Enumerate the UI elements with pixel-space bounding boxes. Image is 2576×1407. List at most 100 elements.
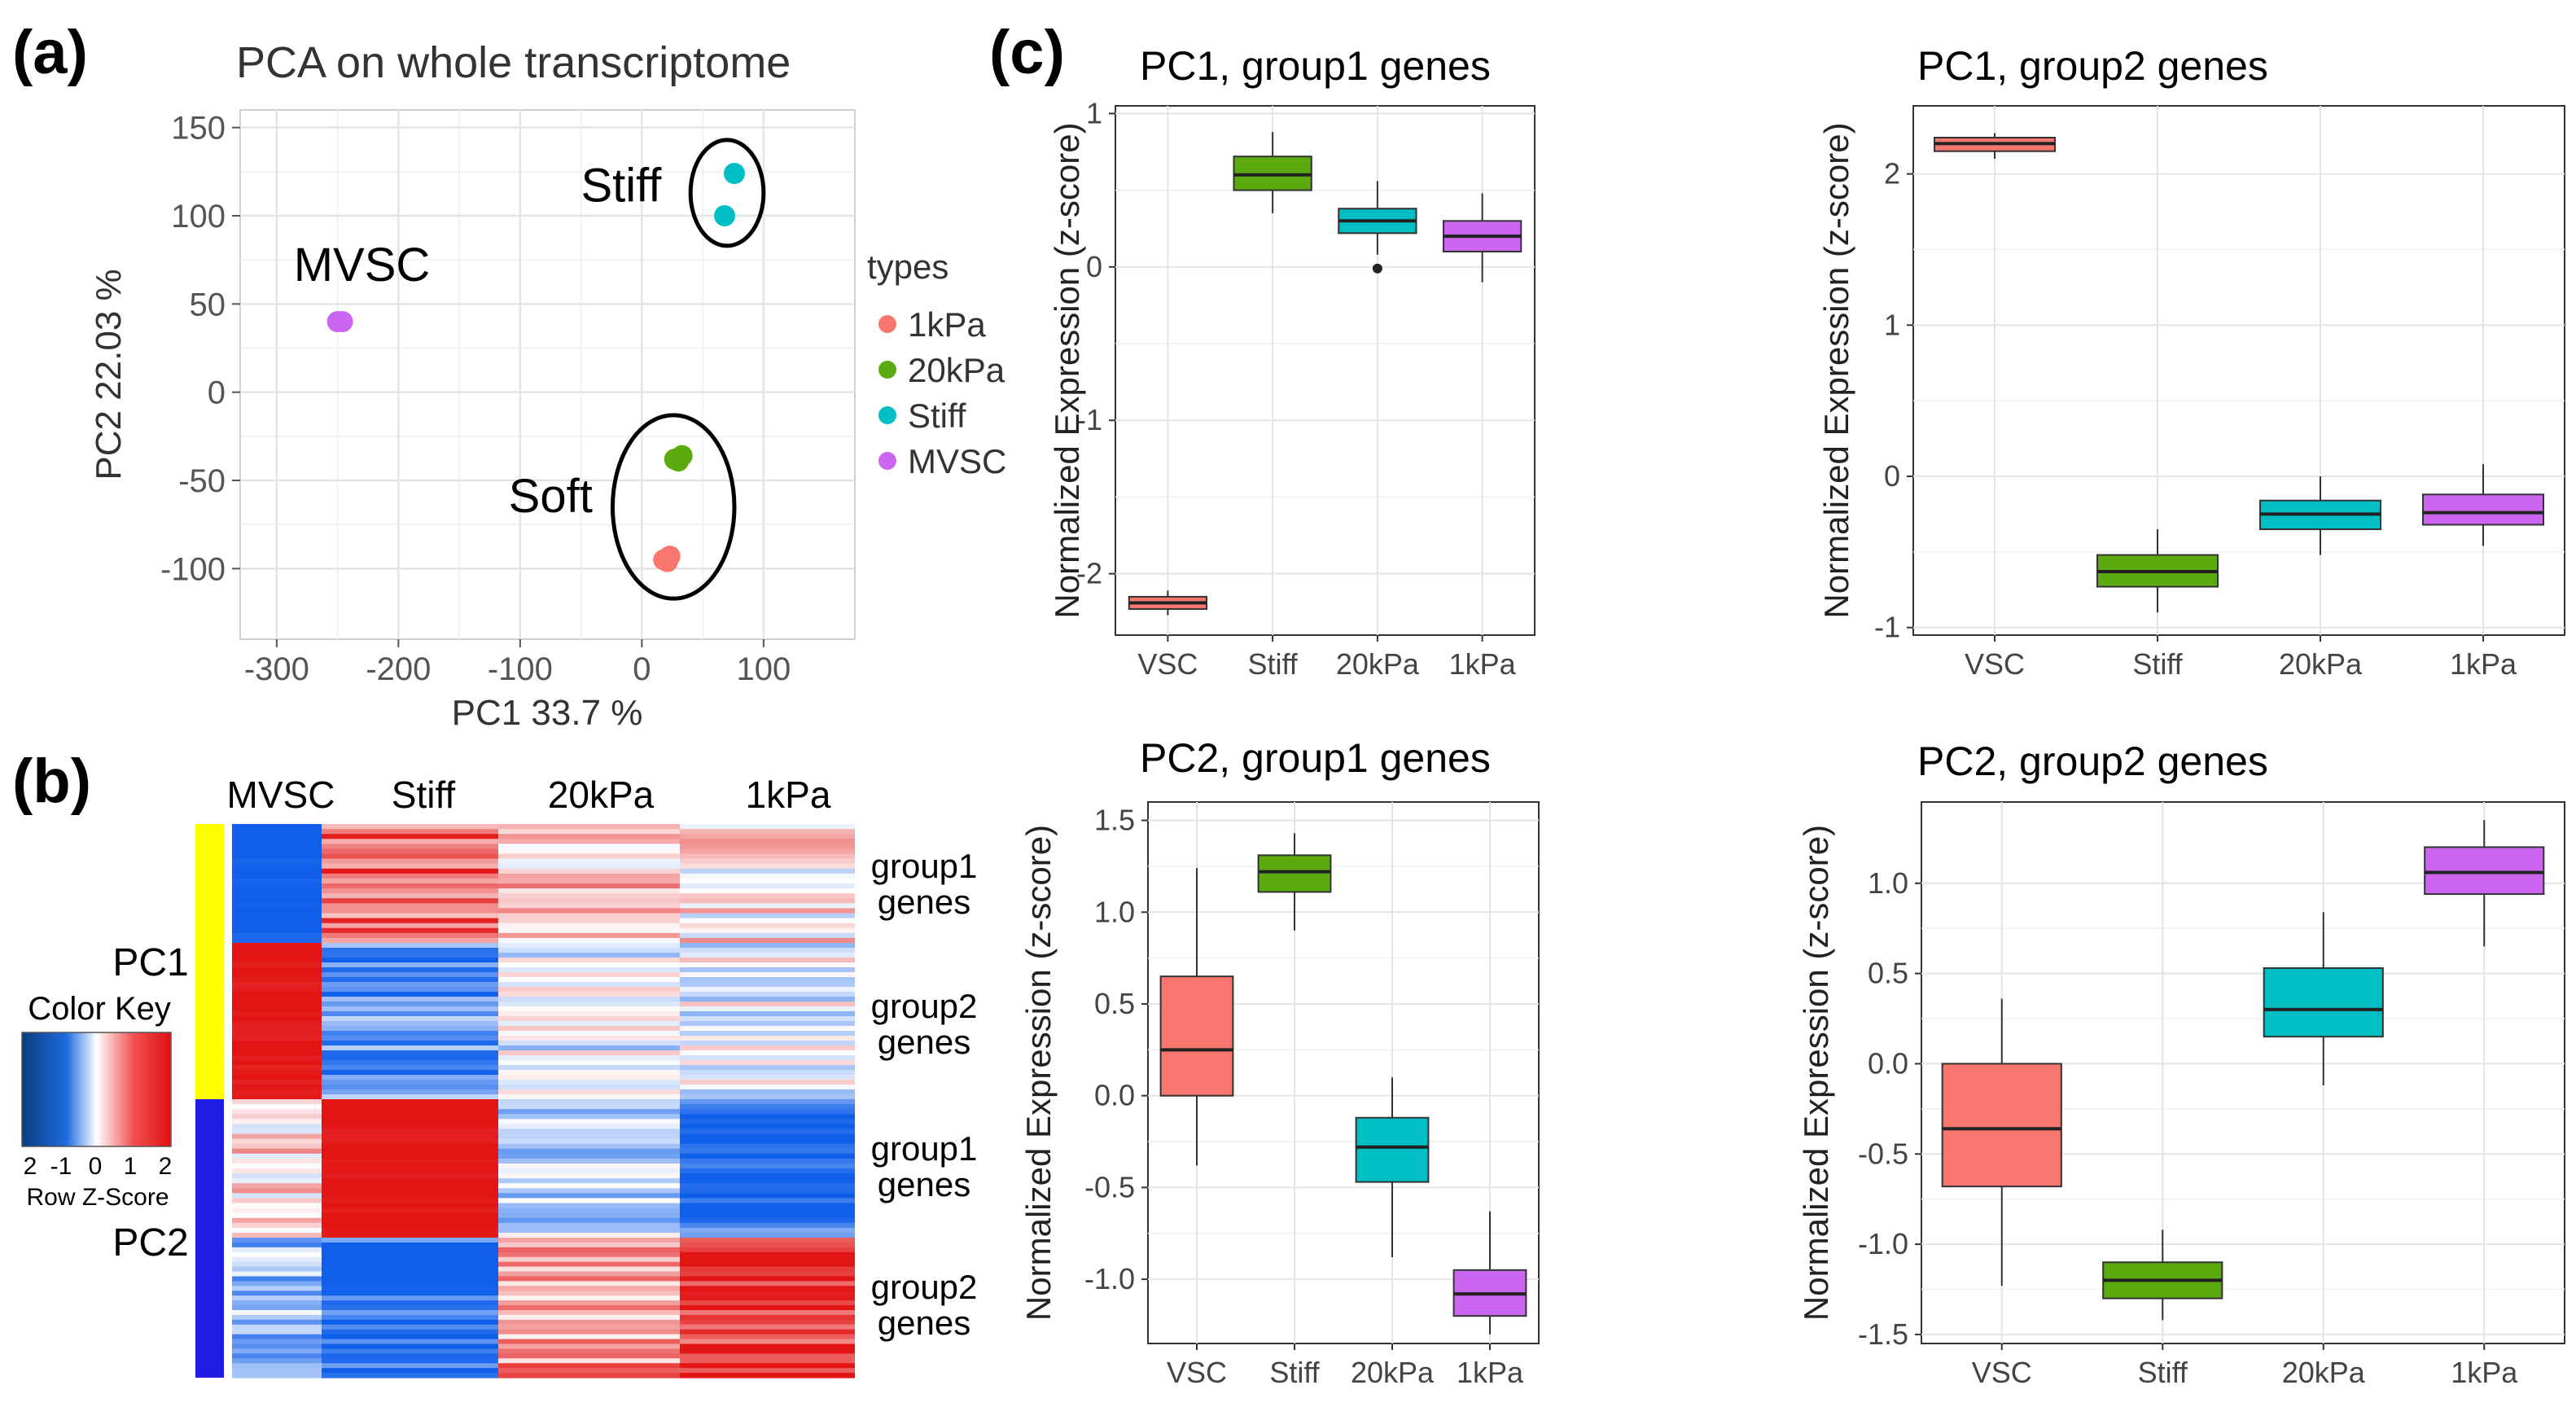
heatmap-cell-row xyxy=(498,1148,680,1155)
heatmap-cell-row xyxy=(322,873,498,879)
heatmap-cell-row xyxy=(232,972,322,978)
heatmap-cell-row xyxy=(680,858,855,865)
heatmap-cell-row xyxy=(498,1050,680,1056)
heatmap-cell-row xyxy=(498,1281,680,1286)
heatmap-cell-row xyxy=(680,967,855,973)
heatmap-cell-row xyxy=(680,1133,855,1140)
heatmap-cell-row xyxy=(232,853,322,860)
pca-y-tick-label: 150 xyxy=(171,111,226,147)
heatmap-cell-row xyxy=(498,972,680,978)
boxplot-y-tick-label: 1 xyxy=(1086,96,1102,129)
heatmap-cell-row xyxy=(322,1085,498,1090)
pca-title: PCA on whole transcriptome xyxy=(236,38,791,87)
heatmap-cell-row xyxy=(680,1368,855,1374)
heatmap-cell-row xyxy=(498,1227,680,1234)
heatmap-cell-row xyxy=(680,1153,855,1159)
heatmap-cell-row xyxy=(232,1016,322,1022)
heatmap-cell-row xyxy=(322,1178,498,1184)
heatmap-cell-row xyxy=(498,844,680,850)
heatmap-cell-row xyxy=(498,1099,680,1105)
heatmap-cell-row xyxy=(498,1217,680,1224)
heatmap-cell-row xyxy=(498,1006,680,1012)
heatmap-cell-row xyxy=(680,848,855,855)
heatmap-cells xyxy=(232,824,855,1379)
heatmap-cell-row xyxy=(498,1353,680,1359)
heatmap-cell-row xyxy=(232,858,322,865)
heatmap-cell-row xyxy=(498,893,680,899)
pca-point-mvsc xyxy=(331,311,353,332)
heatmap-cell-row xyxy=(498,1011,680,1017)
heatmap-cell-row xyxy=(680,1138,855,1145)
heatmap-cell-row xyxy=(680,1109,855,1115)
heatmap-cell-row xyxy=(322,1119,498,1124)
heatmap-cell-row xyxy=(232,1011,322,1017)
heatmap-cell-row xyxy=(322,962,498,968)
boxplot-box-20kpa xyxy=(1355,1116,1430,1183)
heatmap-cell-row xyxy=(498,962,680,968)
heatmap-cell-row xyxy=(680,1036,855,1041)
heatmap-cell-row xyxy=(498,853,680,860)
boxplot-plot-area xyxy=(1115,105,1536,636)
heatmap-cell-row xyxy=(232,1129,322,1135)
boxplot-box-vsc xyxy=(1941,1063,2062,1188)
heatmap-cell-row xyxy=(232,1124,322,1130)
heatmap-cell-row xyxy=(232,1358,322,1364)
heatmap-cell-row xyxy=(680,1309,855,1316)
pca-legend-key-mvsc xyxy=(878,452,896,470)
heatmap-cell-row xyxy=(322,829,498,835)
heatmap-cell-row xyxy=(498,1358,680,1364)
heatmap-cell-row xyxy=(322,1319,498,1326)
heatmap-cell-row xyxy=(498,848,680,855)
heatmap-cell-row xyxy=(680,958,855,963)
boxplot-y-tick-label: -0.5 xyxy=(1858,1137,1908,1170)
heatmap-cell-row xyxy=(322,1143,498,1150)
row-label-pc1-group2-line2: genes xyxy=(878,1023,970,1061)
heatmap-cell-row xyxy=(232,1353,322,1359)
heatmap-cell-row xyxy=(322,1198,498,1204)
heatmap-cell-row xyxy=(498,1173,680,1179)
heatmap-cell-row xyxy=(680,883,855,889)
heatmap-cell-row xyxy=(680,1031,855,1037)
heatmap-cell-row xyxy=(232,1036,322,1041)
heatmap-cell-row xyxy=(680,1129,855,1135)
color-key-tick-label: 1 xyxy=(124,1153,138,1180)
color-key-title: Color Key xyxy=(28,991,171,1027)
pca-tick-labels: -300 -200 -100 0 100 150 100 50 0 -50 -100 xyxy=(160,111,791,687)
heatmap-cell-row xyxy=(498,913,680,919)
heatmap-cell-row xyxy=(232,1173,322,1179)
heatmap-cell-row xyxy=(680,1193,855,1199)
pca-legend-key-stiff xyxy=(878,406,896,424)
heatmap-cell-row xyxy=(680,1050,855,1056)
heatmap-cell-row xyxy=(232,1041,322,1046)
heatmap-cell-row xyxy=(680,834,855,839)
boxplot-x-tick-label: 20kPa xyxy=(2279,647,2363,681)
boxplot-y-tick-label: 1.5 xyxy=(1094,804,1135,837)
heatmap-cell-row xyxy=(322,1309,498,1316)
heatmap-cell-row xyxy=(498,932,680,939)
heatmap-cell-row xyxy=(680,1208,855,1214)
heatmap-cell-row xyxy=(322,997,498,1002)
heatmap-cell-row xyxy=(498,1261,680,1268)
heatmap-cell-row xyxy=(232,932,322,939)
color-key-ticks: 2 -1 0 1 2 xyxy=(24,1153,173,1180)
heatmap-cell-row xyxy=(680,1011,855,1017)
heatmap-cell-row xyxy=(232,1232,322,1238)
heatmap-cell-row xyxy=(232,1300,322,1306)
pc1-sidebar xyxy=(195,824,224,1099)
pca-legend-title: types xyxy=(867,248,948,286)
heatmap-cell-row xyxy=(322,1060,498,1066)
heatmap-cell-row xyxy=(498,1314,680,1321)
heatmap-cell-row xyxy=(498,1119,680,1124)
boxplot-y-axis-label: Normalized Expression (z-score) xyxy=(1048,122,1086,618)
heatmap-cell-row xyxy=(322,1002,498,1007)
heatmap-cell-row xyxy=(232,1158,322,1164)
heatmap-cell-row xyxy=(232,844,322,850)
heatmap-cell-row xyxy=(232,1339,322,1345)
boxplot-panel-4: PC2, group2 genes 1.0 0.5 0.0 -0.5 -1.0 -1.5 VS… xyxy=(1797,739,2565,1389)
heatmap-cell-row xyxy=(322,844,498,850)
heatmap-cell-row xyxy=(322,1094,498,1100)
pc2-label: PC2 xyxy=(112,1221,188,1265)
heatmap-cell-row xyxy=(232,1329,322,1335)
heatmap-cell-row xyxy=(680,1080,855,1085)
heatmap-cell-row xyxy=(232,962,322,968)
